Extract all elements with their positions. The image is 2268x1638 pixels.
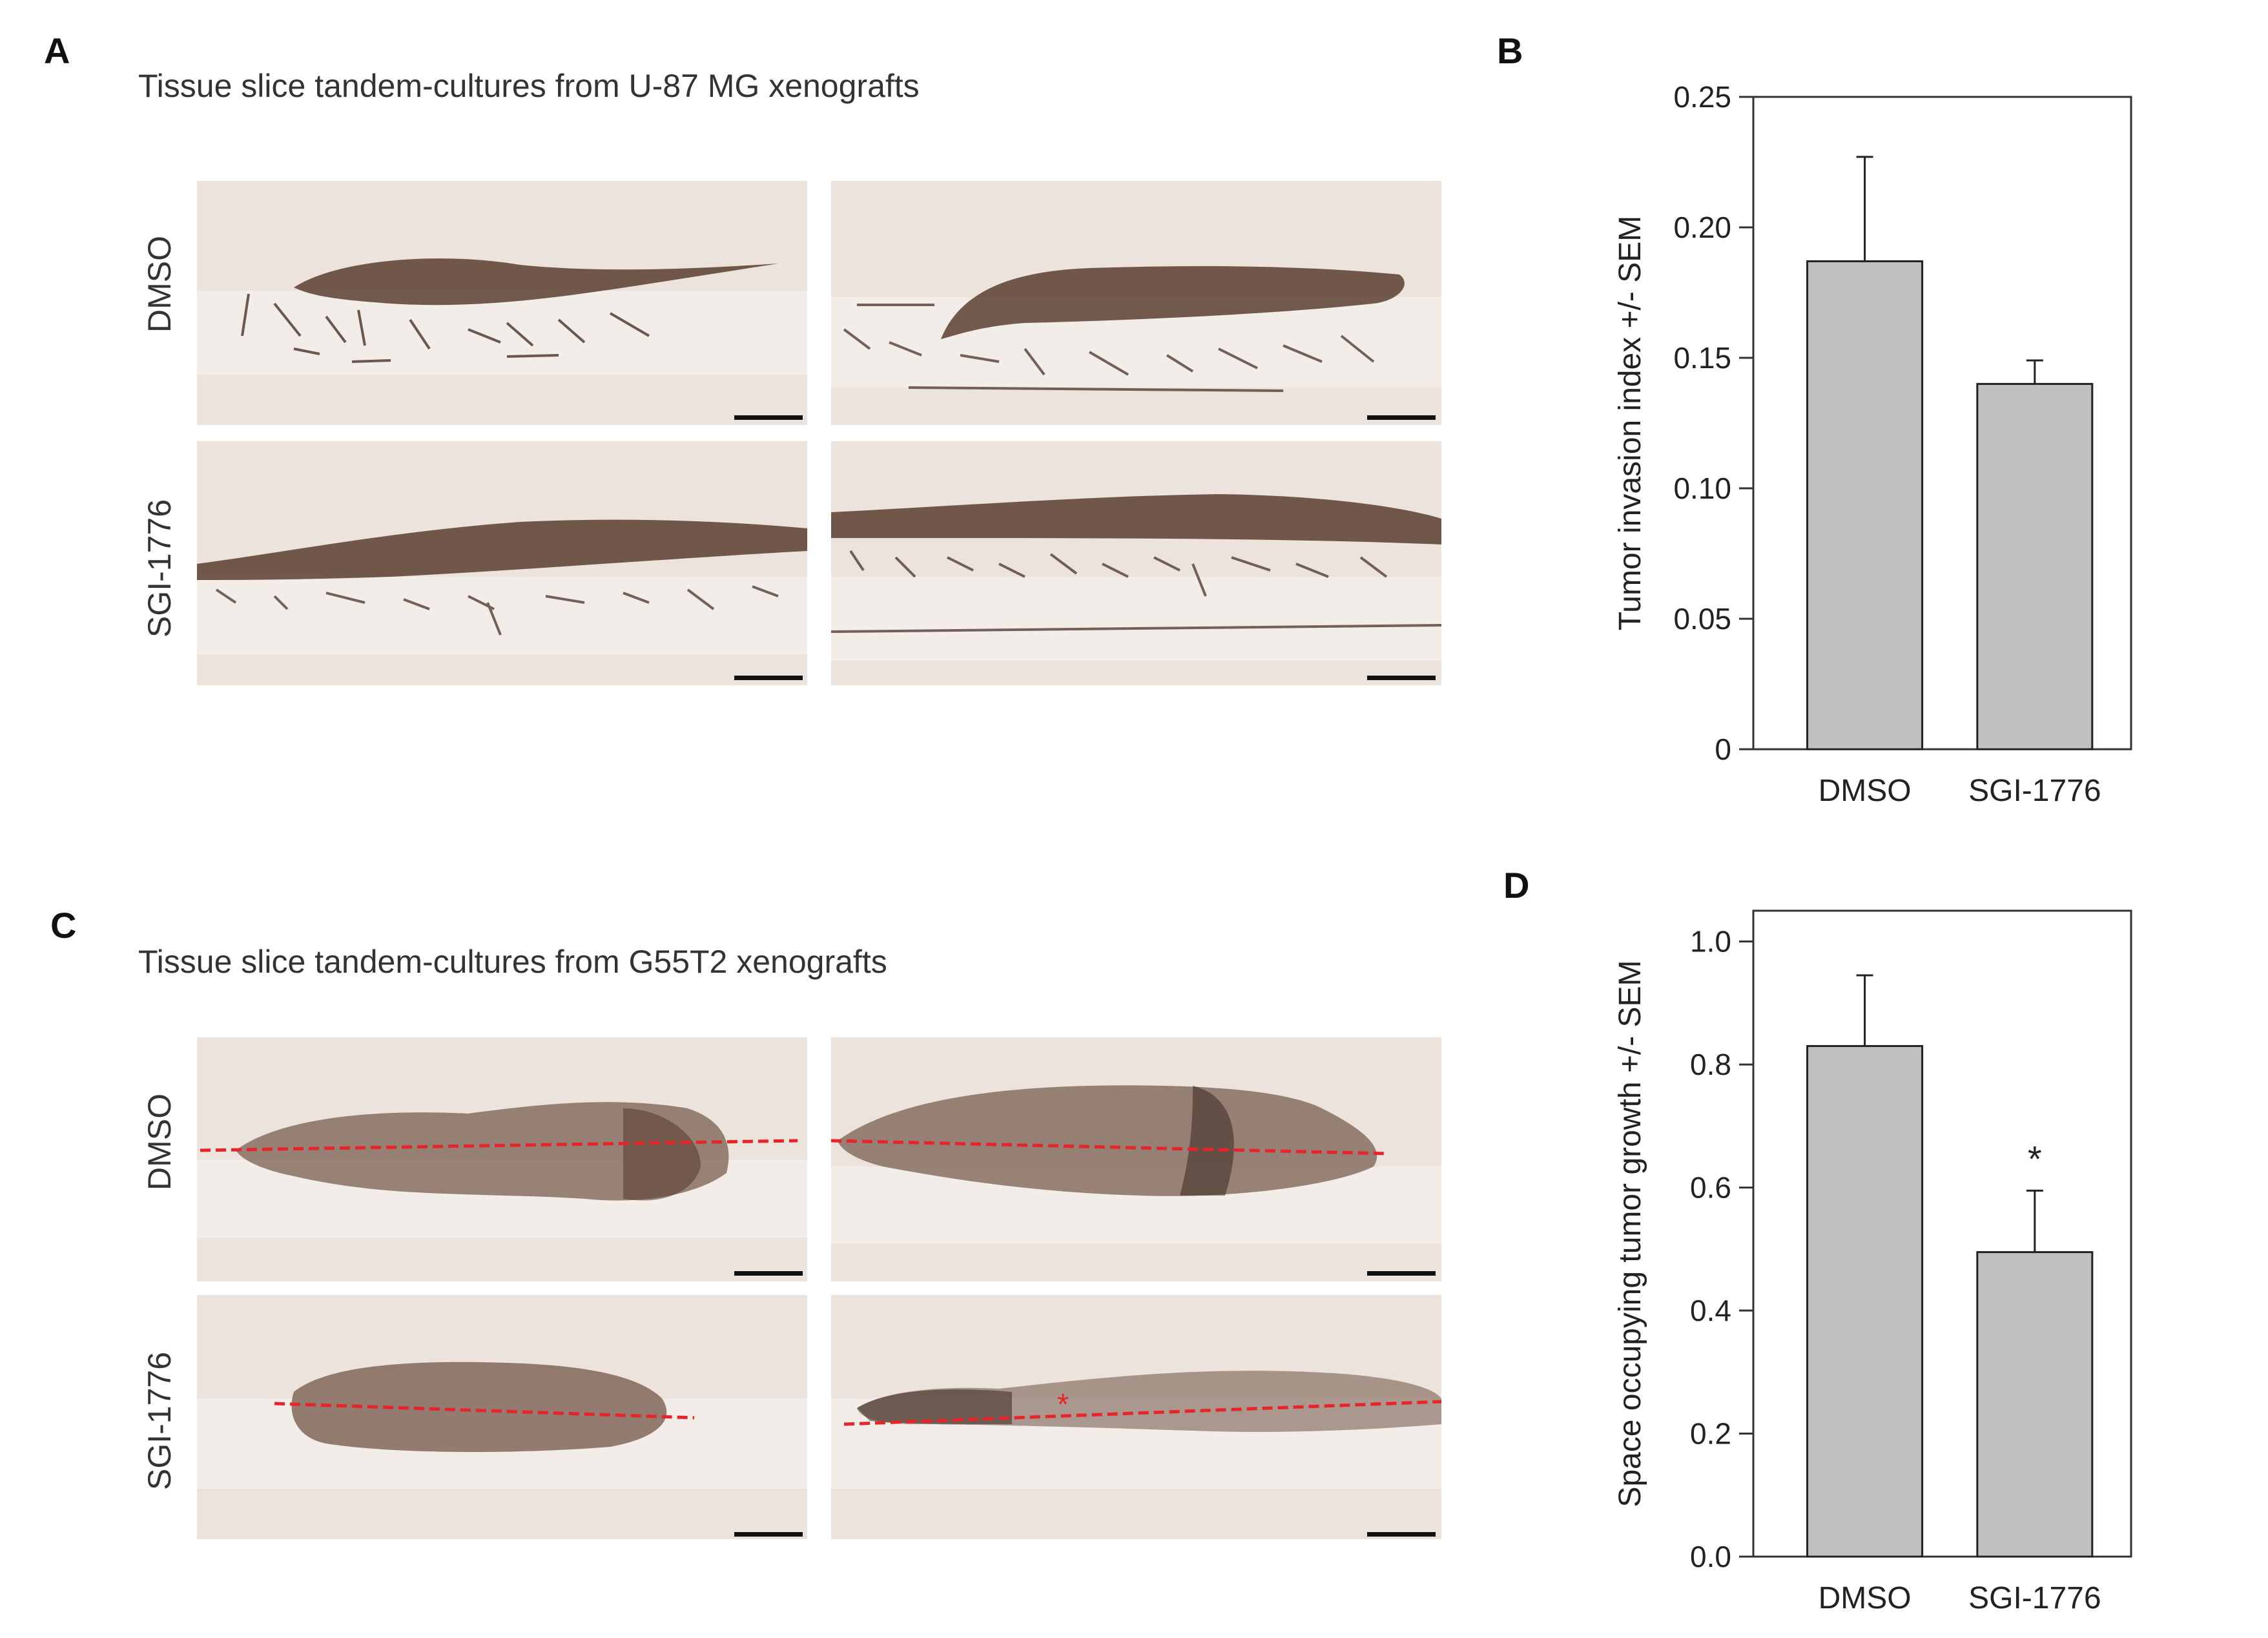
plot-frame [1752,96,2132,751]
micrograph-a-dmso-2 [831,181,1441,425]
scale-bar [1367,676,1436,680]
guide-line [274,1402,695,1420]
y-tick-label: 0.05 [1673,602,1731,636]
scale-bar [1367,1271,1436,1276]
y-tick-label: 0.8 [1690,1048,1731,1081]
scale-bar [734,676,803,680]
row-label-c-dmso: DMSO [141,1094,178,1190]
micrograph-a-sgi-2 [831,441,1441,685]
scale-bar [734,1271,803,1276]
x-tick-label: SGI-1776 [1968,774,2101,808]
row-label-a-dmso: DMSO [141,236,178,333]
scale-bar [1367,415,1436,420]
y-tick-label: 0.6 [1690,1171,1731,1205]
y-tick-label: 0 [1715,732,1731,766]
y-tick-label: 0.0 [1690,1540,1731,1573]
y-tick-label: 0.20 [1673,211,1731,244]
micrograph-a-dmso-1 [197,181,807,425]
guide-line [843,1400,1441,1426]
bar-sgi-1776 [1976,382,2094,751]
micrograph-c-sgi-2: * [831,1295,1441,1539]
panel-a-title: Tissue slice tandem-cultures from U-87 M… [138,68,920,104]
panel-label-a: A [44,30,70,71]
scale-bar [734,1532,803,1537]
scale-bar [1367,1532,1436,1537]
y-tick-label: 1.0 [1690,925,1731,959]
asterisk-marker: * [1057,1387,1069,1421]
x-tick-label: SGI-1776 [1968,1581,2101,1615]
micrograph-c-dmso-2 [831,1037,1441,1281]
panel-label-c: C [50,905,77,946]
panel-label-b: B [1497,30,1523,71]
guide-line [200,1139,798,1152]
y-tick-label: 0.25 [1673,80,1731,114]
y-axis-label: Tumor invasion index +/- SEM [1613,216,1647,630]
y-tick-label: 0.15 [1673,341,1731,375]
panel-label-d: D [1503,865,1530,906]
micrograph-c-sgi-1 [197,1295,807,1539]
y-tick-label: 0.2 [1690,1417,1731,1451]
bar-chart-d: 0.0 0.2 0.4 0.6 0.8 1.0 * DMSO SGI-1776 Space … [1613,909,2132,1615]
row-label-c-sgi: SGI-1776 [141,1351,178,1491]
row-label-a-sgi: SGI-1776 [141,499,178,638]
micrograph-c-dmso-1 [197,1037,807,1281]
y-tick-label: 0.10 [1673,472,1731,505]
bar-dmso [1806,1045,1924,1558]
plot-frame [1752,909,2132,1558]
bar-sgi-1776 [1976,1251,2094,1558]
bar-dmso [1806,260,1924,751]
significance-marker: * [2028,1138,2042,1179]
scale-bar [734,415,803,420]
x-tick-label: DMSO [1819,1581,1912,1615]
micrograph-a-sgi-1 [197,441,807,685]
y-tick-label: 0.4 [1690,1294,1731,1327]
bar-chart-b: 0 0.05 0.10 0.15 0.20 0.25 DMSO SGI-1776 Tumor… [1613,80,2132,808]
y-axis-label: Space occupying tumor growth +/- SEM [1613,960,1647,1507]
x-tick-label: DMSO [1819,774,1912,808]
panel-c-title: Tissue slice tandem-cultures from G55T2 … [138,944,887,980]
